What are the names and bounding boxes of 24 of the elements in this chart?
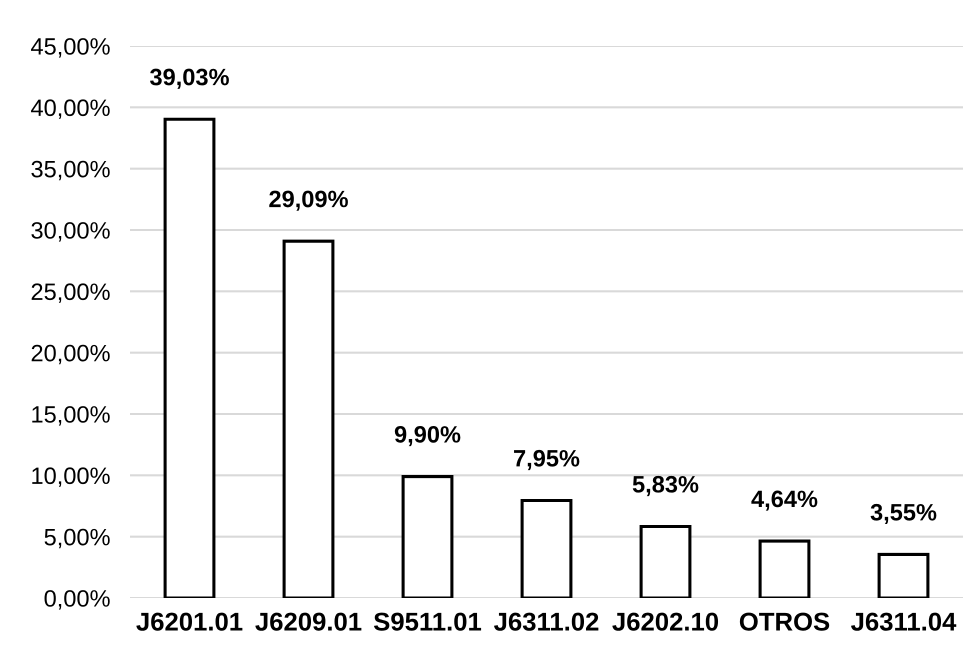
x-tick-label: S9511.01 [374, 612, 482, 631]
data-label: 4,64% [751, 490, 818, 511]
data-label: 3,55% [870, 504, 936, 524]
data-label: 5,83% [632, 476, 698, 496]
y-tick-label: 35,00% [31, 160, 110, 180]
x-tick-label: J6202.10 [612, 612, 718, 631]
y-tick-label: 45,00% [31, 38, 110, 58]
data-label: 7,95% [514, 450, 580, 470]
x-tick-label: OTROS [740, 612, 830, 631]
x-tick-label: J6311.02 [494, 612, 598, 631]
y-tick-label: 25,00% [32, 283, 110, 303]
x-tick-label: J6201.01 [136, 612, 242, 631]
x-tick-label: J6311.04 [851, 612, 956, 631]
data-label: 9,90% [394, 426, 460, 446]
y-tick-label: 15,00% [32, 406, 110, 426]
y-tick-label: 30,00% [31, 222, 110, 242]
x-tick-label: J6209.01 [255, 612, 362, 631]
y-tick-label: 0,00% [44, 590, 110, 610]
data-label: 39,03% [150, 68, 229, 89]
y-tick-label: 40,00% [31, 99, 110, 119]
data-label: 29,09% [269, 190, 348, 211]
y-tick-label: 10,00% [32, 467, 110, 487]
y-tick-label: 5,00% [44, 528, 110, 548]
y-tick-label: 20,00% [32, 344, 110, 364]
